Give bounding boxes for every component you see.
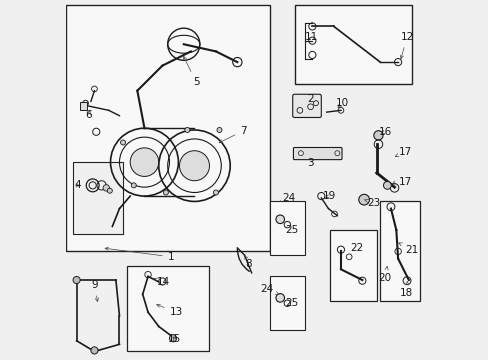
Text: 12: 12 <box>399 32 413 59</box>
Circle shape <box>130 148 159 176</box>
Bar <box>329 230 376 301</box>
FancyArrowPatch shape <box>237 249 249 271</box>
Text: 5: 5 <box>183 57 199 87</box>
Text: 10: 10 <box>335 98 348 108</box>
Circle shape <box>184 127 189 132</box>
Circle shape <box>169 335 176 342</box>
FancyBboxPatch shape <box>293 148 341 159</box>
Circle shape <box>275 215 284 224</box>
Text: 17: 17 <box>398 177 411 187</box>
Circle shape <box>275 294 284 302</box>
Text: 17: 17 <box>394 147 411 157</box>
Circle shape <box>107 188 112 193</box>
Bar <box>380 202 419 301</box>
Circle shape <box>131 183 136 188</box>
Text: 18: 18 <box>399 282 412 297</box>
Text: 25: 25 <box>285 225 298 235</box>
Text: 4: 4 <box>75 180 81 190</box>
Circle shape <box>179 151 209 181</box>
Bar <box>80 103 86 111</box>
Circle shape <box>213 190 218 195</box>
Bar <box>126 266 208 351</box>
Text: 8: 8 <box>244 256 252 269</box>
Text: 2: 2 <box>306 94 313 104</box>
Bar <box>73 162 123 234</box>
Circle shape <box>383 181 390 189</box>
Text: 6: 6 <box>85 110 92 120</box>
Bar <box>294 5 411 84</box>
Text: 24: 24 <box>282 193 295 203</box>
Text: 24: 24 <box>259 284 278 294</box>
Text: 20: 20 <box>378 266 391 283</box>
Circle shape <box>73 276 80 284</box>
Circle shape <box>373 131 382 140</box>
FancyBboxPatch shape <box>292 94 321 117</box>
Circle shape <box>217 127 222 132</box>
Text: 1: 1 <box>105 247 174 262</box>
Circle shape <box>91 347 98 354</box>
Text: 14: 14 <box>154 277 170 287</box>
Text: 19: 19 <box>323 191 336 201</box>
Text: 7: 7 <box>219 126 246 143</box>
Bar <box>269 202 305 255</box>
Text: 13: 13 <box>156 304 183 317</box>
Circle shape <box>121 140 125 145</box>
Bar <box>66 5 269 251</box>
Bar <box>269 276 305 330</box>
Text: 3: 3 <box>306 158 313 168</box>
Circle shape <box>103 185 109 191</box>
Text: 21: 21 <box>398 243 418 255</box>
Text: 9: 9 <box>91 280 99 302</box>
Circle shape <box>358 194 369 205</box>
Text: 25: 25 <box>285 298 298 308</box>
Text: 16: 16 <box>378 127 391 137</box>
Text: 15: 15 <box>167 334 181 344</box>
Circle shape <box>163 190 168 195</box>
Text: 11: 11 <box>304 32 317 42</box>
Text: 23: 23 <box>364 198 380 208</box>
Text: 22: 22 <box>349 243 363 253</box>
